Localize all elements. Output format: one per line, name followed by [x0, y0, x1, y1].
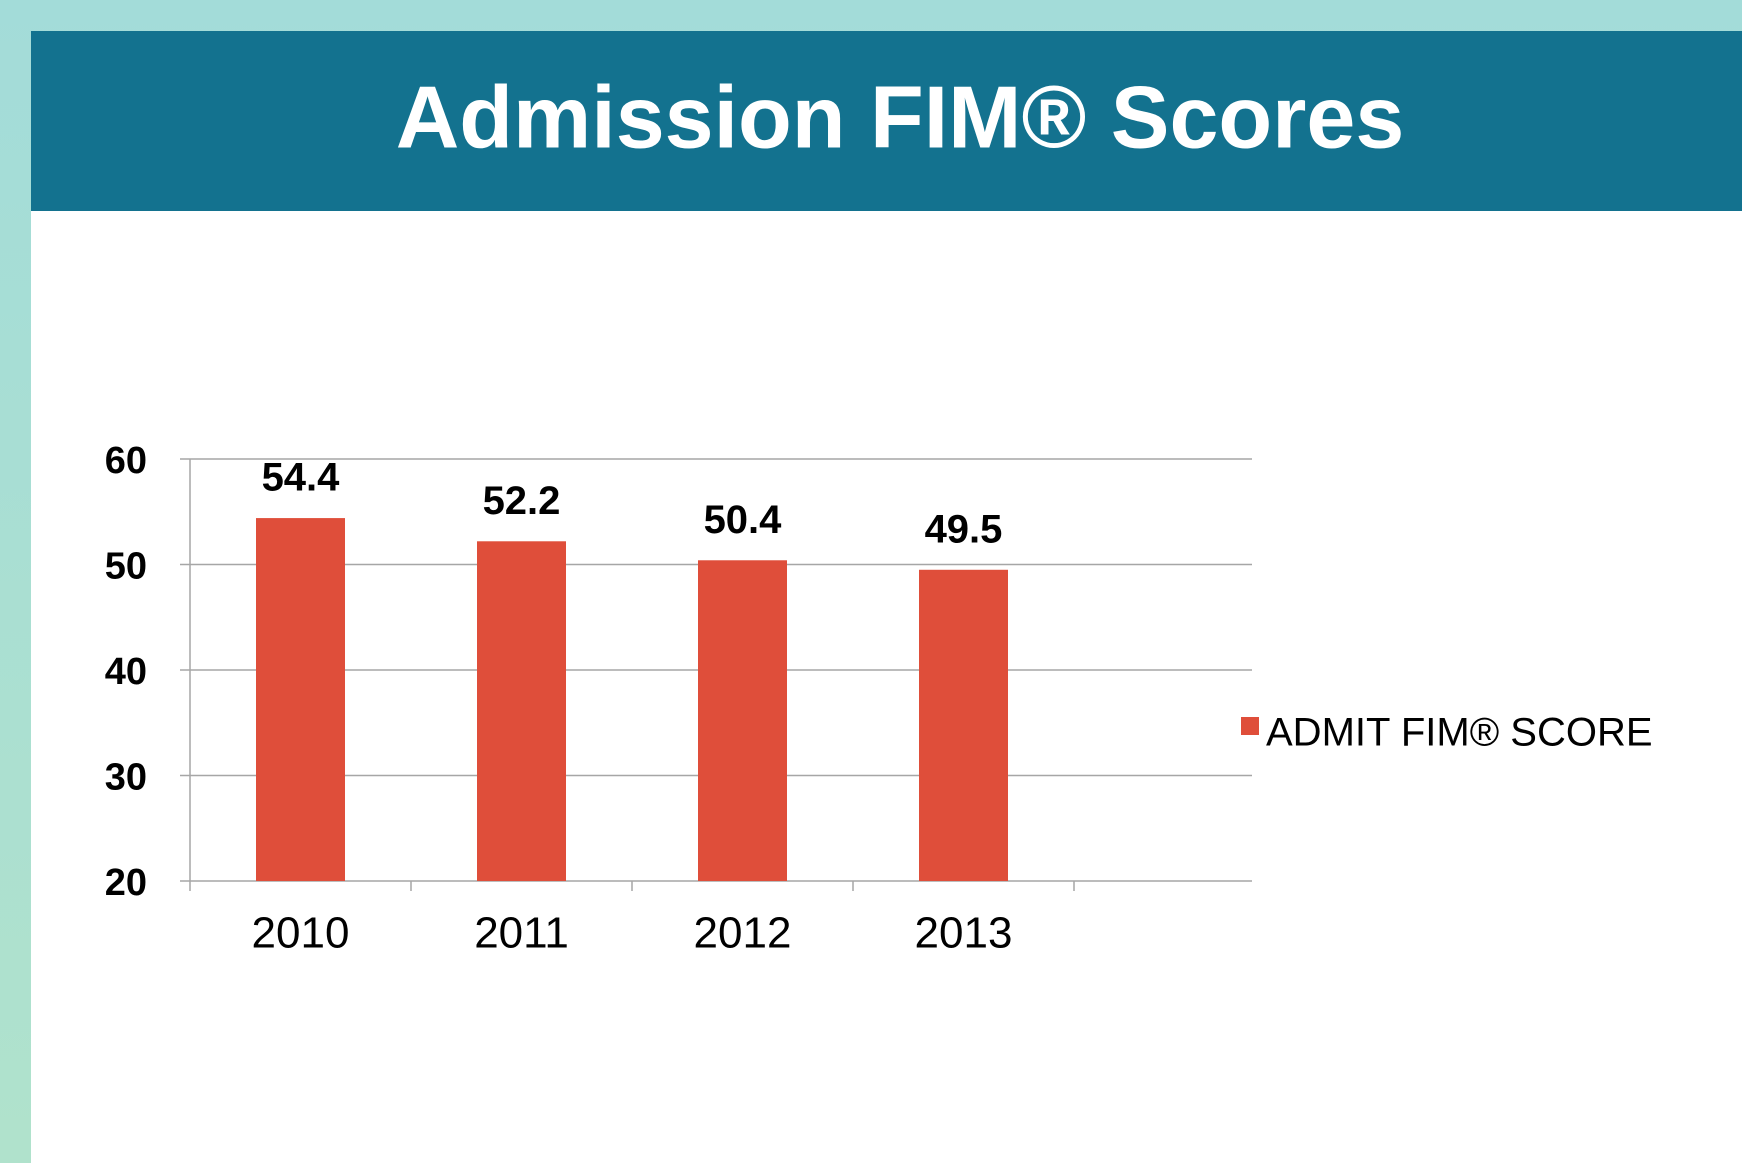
bar [477, 541, 566, 881]
data-label: 54.4 [262, 456, 341, 500]
x-tick-label: 2011 [474, 909, 569, 958]
legend-label: ADMIT FIM® SCORE [1266, 711, 1653, 755]
header-band [31, 31, 1742, 211]
data-label: 50.4 [704, 498, 783, 542]
legend-swatch [1241, 717, 1259, 735]
bar [698, 560, 787, 881]
bar [919, 569, 1008, 881]
x-tick-label: 2013 [915, 909, 1013, 958]
chart-title: Admission FIM® Scores [396, 67, 1405, 166]
y-tick-label: 20 [105, 862, 147, 904]
x-tick-label: 2012 [694, 909, 792, 958]
y-tick-label: 30 [105, 757, 147, 799]
y-tick-label: 40 [105, 651, 147, 693]
y-tick-label: 50 [105, 546, 147, 588]
bar [256, 518, 345, 881]
y-tick-label: 60 [105, 440, 147, 482]
x-tick-label: 2010 [252, 909, 350, 958]
data-label: 52.2 [483, 479, 561, 523]
data-label: 49.5 [925, 507, 1003, 551]
